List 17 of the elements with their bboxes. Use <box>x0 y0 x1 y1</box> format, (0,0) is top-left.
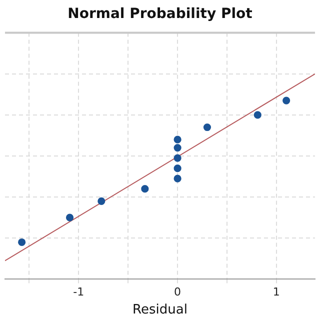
x-axis-title: Residual <box>132 302 188 318</box>
point <box>203 123 212 132</box>
point <box>141 185 149 193</box>
point <box>98 197 106 205</box>
point <box>254 111 262 119</box>
point <box>66 214 74 222</box>
point <box>18 238 26 246</box>
point <box>174 144 182 152</box>
point <box>174 174 182 182</box>
point <box>174 136 182 144</box>
x-tick-label: 0 <box>174 286 182 299</box>
x-tick-label: -1 <box>73 286 84 299</box>
chart-title: Normal Probability Plot <box>68 6 253 22</box>
point <box>282 96 290 104</box>
point <box>174 154 182 162</box>
point <box>174 164 182 172</box>
x-tick-label: 1 <box>272 286 280 299</box>
